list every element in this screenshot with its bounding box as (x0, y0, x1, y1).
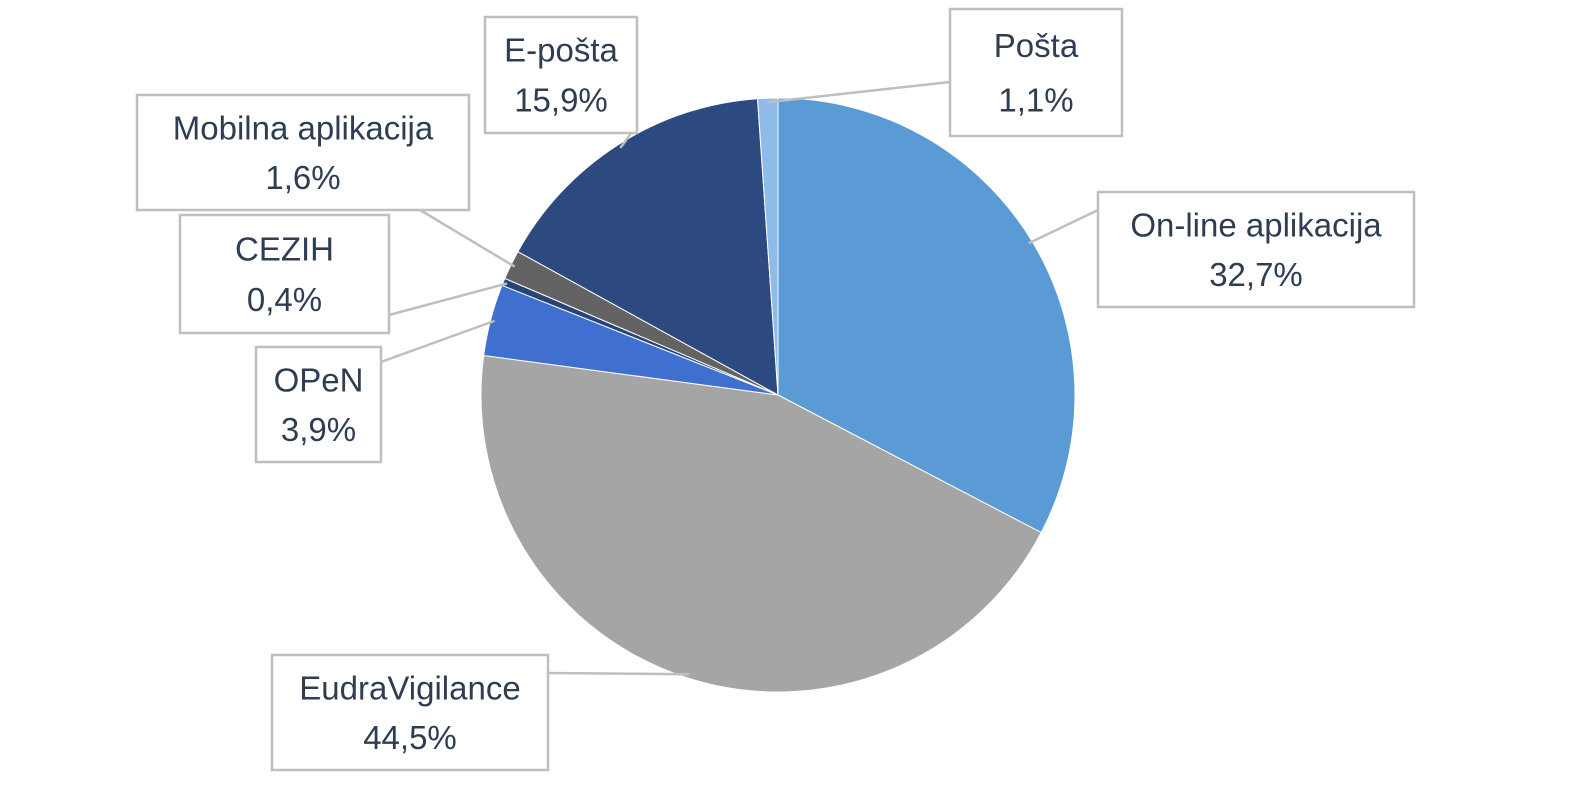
slice-value-label: 0,4% (247, 281, 322, 318)
label-box (1096, 190, 1416, 309)
label-box (135, 93, 471, 212)
label-box (270, 653, 550, 772)
pie-slice (480, 354, 1042, 693)
leader-line (380, 319, 495, 364)
slice-label: On-line aplikacija (1130, 206, 1382, 243)
slice-label: EudraVigilance (299, 669, 520, 706)
slice-value-label: 15,9% (514, 82, 608, 119)
slice-value-label: 1,1% (998, 82, 1073, 119)
leader-line (1028, 208, 1099, 245)
slice-label: Mobilna aplikacija (173, 109, 434, 146)
slice-value-label: 44,5% (363, 719, 457, 756)
label-box (483, 15, 639, 135)
label-box (948, 7, 1124, 138)
label-box (178, 213, 391, 335)
leader-line (419, 208, 516, 268)
slice-label: OPeN (274, 361, 364, 398)
leader-line (388, 282, 508, 317)
leader-line (767, 80, 951, 104)
slice-label: CEZIH (235, 230, 334, 267)
leader-line (547, 671, 690, 676)
slice-label: E-pošta (504, 32, 618, 69)
slice-label: Pošta (994, 27, 1079, 64)
slice-value-label: 1,6% (265, 159, 340, 196)
label-box (254, 345, 383, 464)
slice-value-label: 32,7% (1209, 256, 1303, 293)
pie-slice (756, 97, 779, 396)
slice-value-label: 3,9% (281, 411, 356, 448)
pie-slice (517, 98, 779, 396)
